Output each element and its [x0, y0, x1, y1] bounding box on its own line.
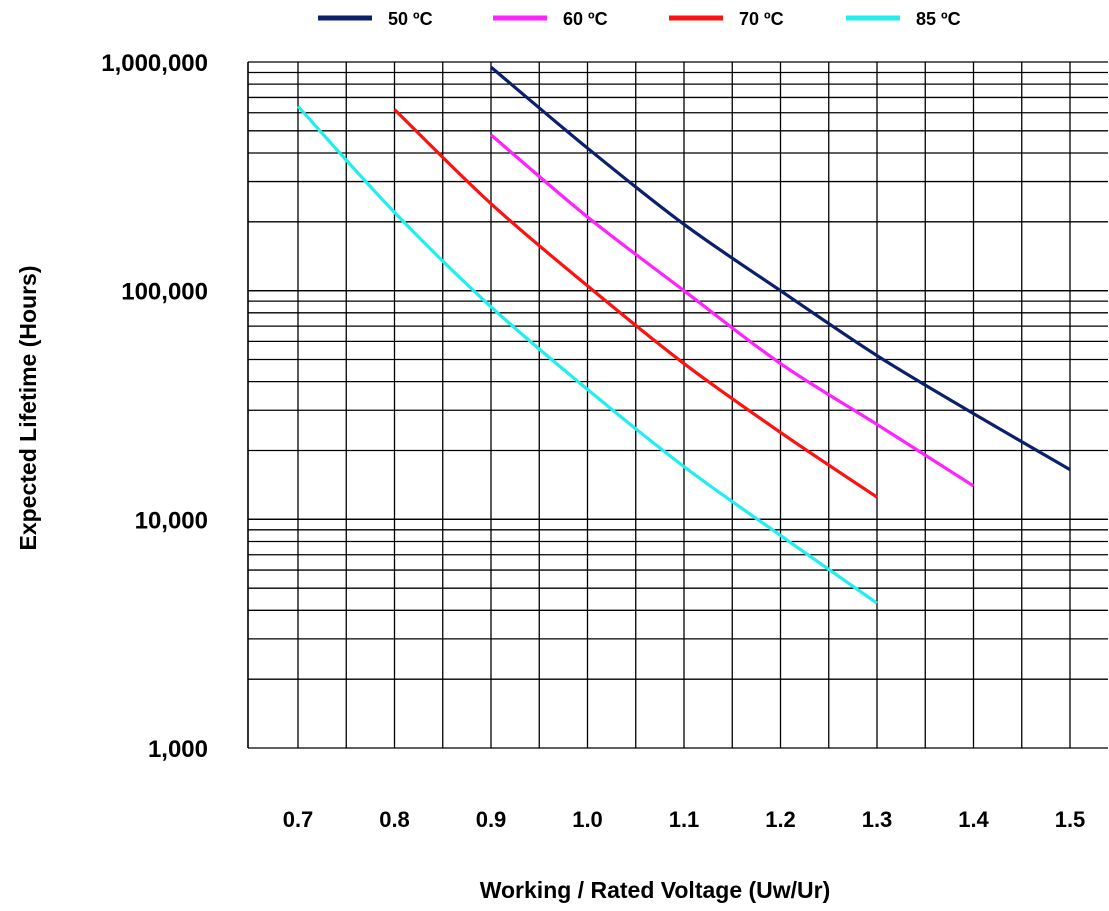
legend-item: 60 ºC	[493, 9, 608, 29]
series-lines	[296, 65, 1071, 605]
legend: 50 ºC 60 ºC 70 ºC 85 ºC	[318, 9, 961, 29]
x-tick-label: 0.7	[283, 807, 314, 832]
legend-item: 85 ºC	[846, 9, 961, 29]
x-tick-label: 0.9	[476, 807, 507, 832]
series-line-0	[489, 65, 1071, 471]
x-axis-title: Working / Rated Voltage (Uw/Ur)	[480, 877, 831, 903]
legend-item: 70 ºC	[669, 9, 784, 29]
legend-label: 60 ºC	[563, 9, 608, 29]
y-axis-title: Expected Lifetime (Hours)	[15, 266, 41, 551]
x-tick-label: 1.3	[862, 807, 893, 832]
y-tick-label: 1,000	[148, 736, 208, 763]
x-tick-label: 0.8	[379, 807, 410, 832]
legend-label: 70 ºC	[739, 9, 784, 29]
grid	[247, 61, 1108, 749]
x-tick-labels: 0.7 0.8 0.9 1.0 1.1 1.2 1.3 1.4 1.5	[283, 807, 1086, 832]
series-line-2	[393, 108, 878, 499]
x-tick-label: 1.1	[669, 807, 700, 832]
y-tick-labels: 1,000 10,000 100,000 1,000,000	[101, 50, 208, 763]
x-tick-label: 1.4	[958, 807, 989, 832]
legend-item: 50 ºC	[318, 9, 433, 29]
legend-label: 50 ºC	[388, 9, 433, 29]
series-line-3	[296, 105, 878, 605]
x-tick-label: 1.0	[572, 807, 603, 832]
y-tick-label: 1,000,000	[101, 50, 208, 77]
series-line-1	[489, 133, 975, 488]
x-tick-label: 1.2	[765, 807, 796, 832]
y-tick-label: 100,000	[121, 279, 208, 306]
y-tick-label: 10,000	[135, 507, 208, 534]
x-tick-label: 1.5	[1055, 807, 1086, 832]
legend-label: 85 ºC	[916, 9, 961, 29]
